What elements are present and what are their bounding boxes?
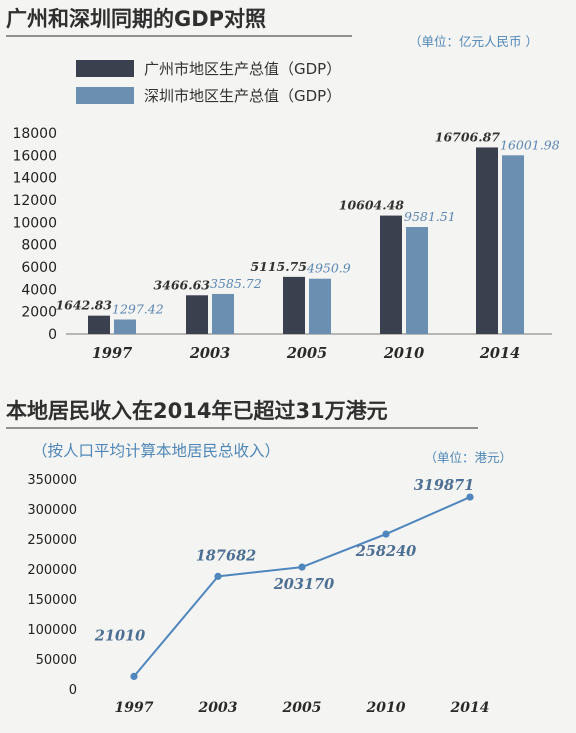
income-point-2005 bbox=[298, 563, 306, 571]
income-x-tick-label-2014: 2014 bbox=[450, 700, 490, 716]
gdp-y-axis: 0 2000 4000 6000 8000 10000 12000 14000 16000 180… bbox=[12, 126, 57, 343]
income-x-tick-label-2010: 2010 bbox=[366, 700, 406, 716]
bar-shenzhen-2005 bbox=[309, 278, 331, 334]
bar-shenzhen-2010 bbox=[406, 227, 428, 334]
income-line: 21010 187682 203170 258240 319871 bbox=[94, 477, 475, 680]
gdp-y-tick-label: 2000 bbox=[21, 305, 57, 321]
gdp-x-tick-label-1997: 1997 bbox=[92, 345, 132, 362]
income-point-1997 bbox=[130, 672, 138, 680]
income-y-tick-label: 150000 bbox=[27, 593, 77, 608]
value-label-shenzhen-1997: 1297.42 bbox=[112, 302, 164, 317]
income-value-label-2014: 319871 bbox=[414, 477, 475, 494]
income-y-tick-label: 250000 bbox=[27, 533, 77, 548]
gdp-chart: 广州和深圳同期的GDP对照 （单位：亿元人民币 ） 广州市地区生产总值（GDP）… bbox=[6, 7, 560, 362]
income-chart-title: 本地居民收入在2014年已超过31万港元 bbox=[6, 399, 388, 423]
bar-guangzhou-2010 bbox=[380, 215, 402, 334]
value-label-shenzhen-2014: 16001.98 bbox=[500, 137, 560, 152]
gdp-y-tick-label: 8000 bbox=[21, 238, 57, 254]
gdp-chart-title: 广州和深圳同期的GDP对照 bbox=[6, 7, 266, 31]
income-unit-label: （单位：港元） bbox=[424, 450, 512, 465]
income-y-axis: 0 50000 100000 150000 200000 250000 300000 3500… bbox=[27, 473, 77, 698]
bar-guangzhou-2014 bbox=[476, 147, 498, 334]
income-value-label-2005: 203170 bbox=[273, 576, 335, 593]
gdp-legend: 广州市地区生产总值（GDP） 深圳市地区生产总值（GDP） bbox=[76, 60, 341, 105]
gdp-unit-label: （单位：亿元人民币 ） bbox=[409, 34, 538, 49]
income-value-label-1997: 21010 bbox=[94, 627, 145, 644]
gdp-y-tick-label: 0 bbox=[48, 327, 57, 343]
value-label-guangzhou-1997: 1642.83 bbox=[55, 298, 112, 313]
income-x-tick-label-2005: 2005 bbox=[282, 700, 322, 716]
income-y-tick-label: 0 bbox=[69, 683, 77, 698]
bar-shenzhen-1997 bbox=[114, 319, 136, 334]
legend-label-guangzhou: 广州市地区生产总值（GDP） bbox=[144, 60, 341, 78]
legend-swatch-guangzhou bbox=[76, 60, 134, 77]
bar-guangzhou-1997 bbox=[88, 315, 110, 334]
value-label-guangzhou-2010: 10604.48 bbox=[339, 198, 405, 213]
gdp-x-tick-label-2005: 2005 bbox=[286, 345, 327, 362]
value-label-guangzhou-2005: 5115.75 bbox=[250, 259, 307, 274]
income-y-tick-label: 300000 bbox=[27, 503, 77, 518]
income-value-label-2003: 187682 bbox=[196, 547, 257, 564]
gdp-y-tick-label: 6000 bbox=[21, 260, 57, 276]
income-value-label-2010: 258240 bbox=[355, 543, 417, 560]
legend-swatch-shenzhen bbox=[76, 87, 134, 104]
income-point-2003 bbox=[214, 572, 222, 580]
gdp-x-axis: 1997 2003 2005 2010 2014 bbox=[92, 345, 520, 362]
bar-shenzhen-2003 bbox=[212, 293, 234, 334]
gdp-y-tick-label: 14000 bbox=[12, 171, 57, 187]
income-chart: 本地居民收入在2014年已超过31万港元 （按人口平均计算本地居民总收入） （单… bbox=[6, 399, 512, 716]
gdp-y-tick-label: 18000 bbox=[12, 126, 57, 142]
income-chart-subtitle: （按人口平均计算本地居民总收入） bbox=[32, 441, 280, 460]
gdp-x-tick-label-2014: 2014 bbox=[479, 345, 520, 362]
income-y-tick-label: 50000 bbox=[36, 653, 77, 668]
income-y-tick-label: 200000 bbox=[27, 563, 77, 578]
bar-guangzhou-2005 bbox=[283, 276, 305, 334]
gdp-x-tick-label-2003: 2003 bbox=[189, 345, 230, 362]
income-point-2010 bbox=[382, 530, 390, 538]
value-label-guangzhou-2014: 16706.87 bbox=[435, 129, 501, 144]
gdp-y-tick-label: 4000 bbox=[21, 282, 57, 298]
value-label-shenzhen-2005: 4950.9 bbox=[306, 261, 351, 276]
gdp-y-tick-label: 16000 bbox=[12, 148, 57, 164]
income-y-tick-label: 350000 bbox=[27, 473, 77, 488]
bar-guangzhou-2003 bbox=[186, 295, 208, 334]
income-x-tick-label-1997: 1997 bbox=[115, 700, 154, 716]
income-x-tick-label-2003: 2003 bbox=[198, 700, 238, 716]
value-label-guangzhou-2003: 3466.63 bbox=[153, 277, 210, 292]
income-y-tick-label: 100000 bbox=[27, 623, 77, 638]
income-x-axis: 1997 2003 2005 2010 2014 bbox=[115, 700, 490, 716]
value-label-shenzhen-2003: 3585.72 bbox=[210, 276, 262, 291]
gdp-x-tick-label-2010: 2010 bbox=[383, 345, 424, 362]
gdp-bars: 1642.83 1297.42 3466.63 3585.72 5115.75 4950.… bbox=[55, 129, 560, 334]
gdp-y-tick-label: 12000 bbox=[12, 193, 57, 209]
value-label-shenzhen-2010: 9581.51 bbox=[404, 209, 456, 224]
legend-label-shenzhen: 深圳市地区生产总值（GDP） bbox=[144, 87, 341, 105]
bar-shenzhen-2014 bbox=[502, 155, 524, 334]
gdp-y-tick-label: 10000 bbox=[12, 215, 57, 231]
income-point-2014 bbox=[466, 493, 474, 501]
